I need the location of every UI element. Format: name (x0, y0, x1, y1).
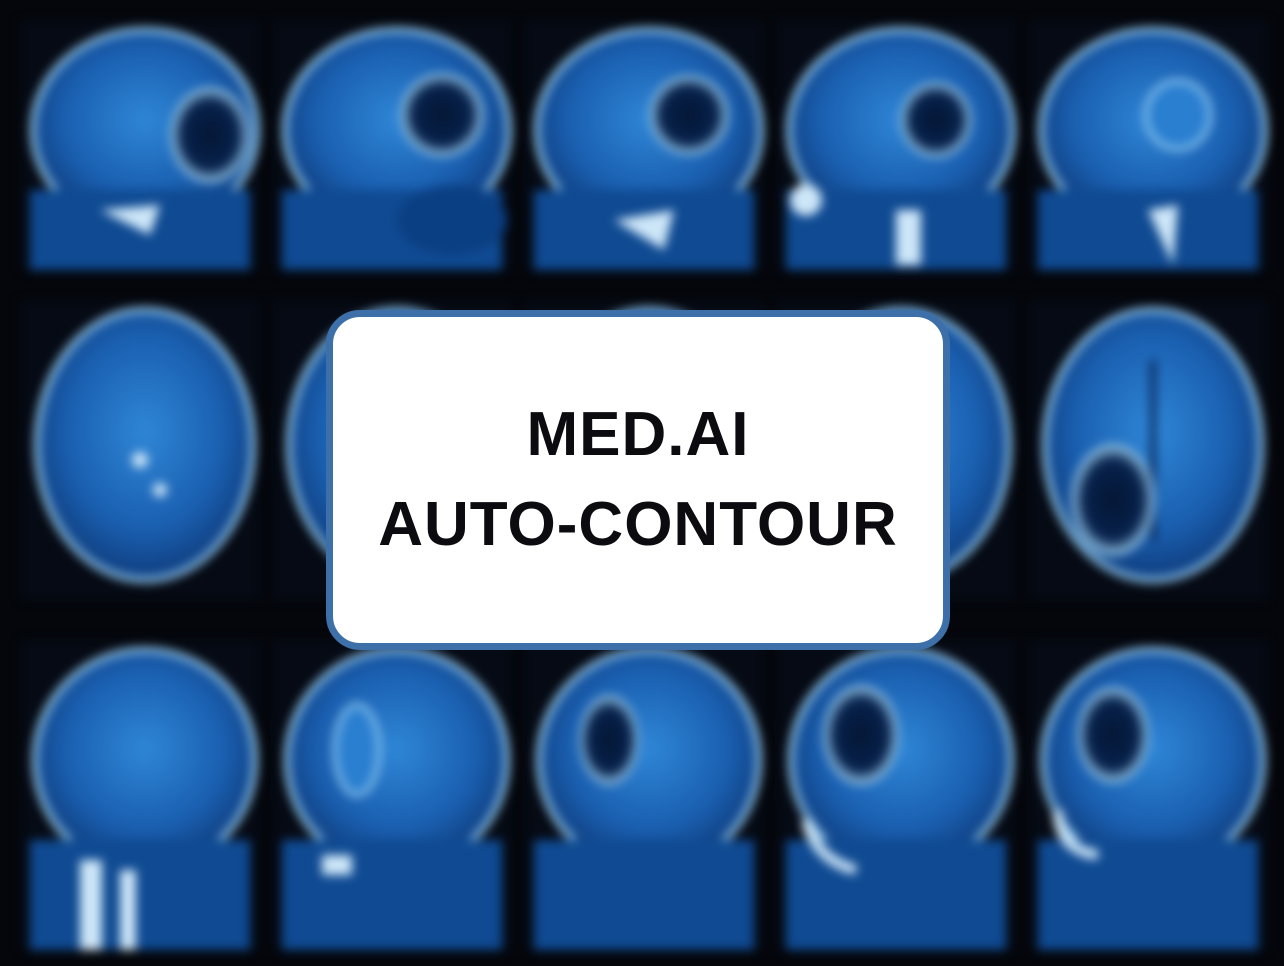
row-coronal (20, 640, 1268, 950)
title-line-brand: MED.AI (527, 397, 750, 473)
row-sagittal (20, 20, 1268, 270)
title-line-product: AUTO-CONTOUR (378, 487, 897, 563)
title-card: MED.AI AUTO-CONTOUR (326, 310, 950, 650)
